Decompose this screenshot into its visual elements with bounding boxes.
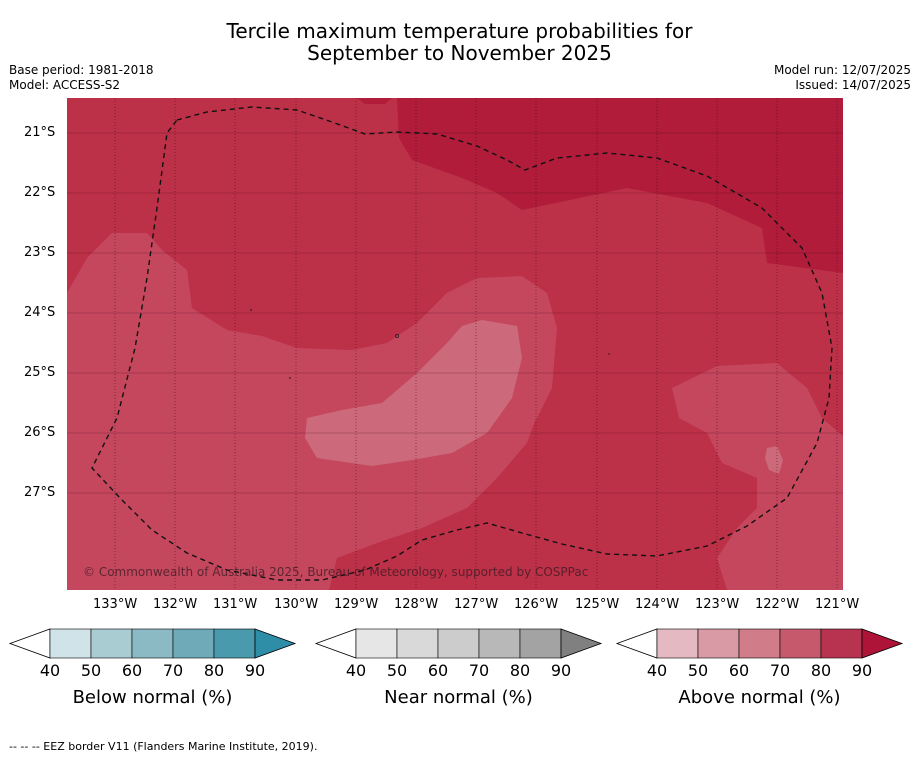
lon-label: 127°W <box>454 597 499 612</box>
colorbar-max-arrow <box>861 628 904 659</box>
legends: 40 50 60 70 80 90 Below normal (%) 40 50 60 70 80 90… <box>8 628 904 708</box>
lon-label: 123°W <box>695 597 740 612</box>
lon-label: 130°W <box>274 597 319 612</box>
colorbar-tick-label: 60 <box>729 661 749 680</box>
colorbar-segment <box>820 628 863 659</box>
region-above-60-70-east-small <box>765 446 783 474</box>
colorbar-tick-label: 70 <box>163 661 183 680</box>
lat-label: 26°S <box>24 425 56 440</box>
model-name: Model: ACCESS-S2 <box>9 78 121 92</box>
title-line2: September to November 2025 <box>307 41 612 65</box>
model-run: Model run: 12/07/2025 <box>773 63 911 77</box>
region-above-80-90-small <box>357 98 392 104</box>
region-above-80-90 <box>397 98 843 273</box>
colorbar-tick-label: 50 <box>387 661 407 680</box>
lat-label: 23°S <box>24 245 56 260</box>
lat-label: 24°S <box>24 305 56 320</box>
colorbar-max-arrow <box>254 628 297 659</box>
colorbar-segment <box>437 628 480 659</box>
colorbar-segment <box>478 628 521 659</box>
colorbar-segment <box>519 628 562 659</box>
island-marker <box>608 353 610 355</box>
eez-footnote: -- -- -- EEZ border V11 (Flanders Marine… <box>9 740 318 753</box>
colorbar-tick-label: 90 <box>245 661 265 680</box>
colorbar-segment <box>90 628 133 659</box>
colorbar-segment <box>396 628 439 659</box>
colorbar-tick-label: 60 <box>122 661 142 680</box>
colorbar-tick-label: 40 <box>647 661 667 680</box>
island-marker <box>394 333 399 338</box>
lon-label: 128°W <box>394 597 439 612</box>
colorbar-segment <box>656 628 699 659</box>
colorbar-legend-0: 40 50 60 70 80 90 Below normal (%) <box>8 628 297 708</box>
colorbar-legend-1: 40 50 60 70 80 90 Near normal (%) <box>314 628 603 708</box>
colorbar-title: Above normal (%) <box>678 687 840 708</box>
colorbar-tick-label: 80 <box>510 661 530 680</box>
region-above-70-80-east <box>672 363 843 590</box>
colorbar-tick-label: 80 <box>204 661 224 680</box>
colorbar-tick-label: 80 <box>811 661 831 680</box>
grid-lines <box>67 132 843 494</box>
lon-label: 129°W <box>334 597 379 612</box>
lat-label: 27°S <box>24 485 56 500</box>
colorbar-segment <box>779 628 822 659</box>
colorbar-segment <box>355 628 398 659</box>
lon-label: 131°W <box>213 597 258 612</box>
colorbar-segment <box>172 628 215 659</box>
colorbar-tick-label: 70 <box>770 661 790 680</box>
colorbar-title: Near normal (%) <box>384 687 533 708</box>
colorbar-min-arrow <box>615 628 658 659</box>
colorbar-tick-label: 40 <box>40 661 60 680</box>
colorbar-segment <box>131 628 174 659</box>
colorbar-legend-2: 40 50 60 70 80 90 Above normal (%) <box>615 628 904 708</box>
lat-label: 21°S <box>24 125 56 140</box>
meridian-lines <box>114 98 838 590</box>
title-line1: Tercile maximum temperature probabilitie… <box>226 19 693 43</box>
colorbar-tick-label: 70 <box>469 661 489 680</box>
colorbar-tick-label: 90 <box>852 661 872 680</box>
lon-label: 122°W <box>755 597 800 612</box>
lat-label: 22°S <box>24 185 56 200</box>
colorbar-tick-label: 50 <box>688 661 708 680</box>
colorbar-min-arrow <box>314 628 357 659</box>
lon-label: 124°W <box>635 597 680 612</box>
colorbar-tick-label: 40 <box>346 661 366 680</box>
copyright-text: © Commonwealth of Australia 2025, Bureau… <box>83 565 588 579</box>
lat-label: 25°S <box>24 365 56 380</box>
base-period: Base period: 1981-2018 <box>9 63 154 77</box>
island-marker <box>289 377 291 379</box>
colorbar-min-arrow <box>8 628 51 659</box>
colorbar-title: Below normal (%) <box>73 687 233 708</box>
colorbar-segment <box>213 628 256 659</box>
colorbar-segment <box>738 628 781 659</box>
colorbar-tick-label: 50 <box>81 661 101 680</box>
lon-label: 132°W <box>153 597 198 612</box>
lon-label: 133°W <box>93 597 138 612</box>
issued-date: Issued: 14/07/2025 <box>795 78 911 92</box>
colorbar-tick-label: 60 <box>428 661 448 680</box>
eez-border <box>91 106 833 581</box>
colorbar-segment <box>49 628 92 659</box>
lon-label: 121°W <box>815 597 860 612</box>
island-marker <box>250 309 252 311</box>
colorbar-segment <box>697 628 740 659</box>
region-above-60-70-center <box>305 320 522 466</box>
lon-label: 126°W <box>514 597 559 612</box>
probability-map: © Commonwealth of Australia 2025, Bureau… <box>67 98 843 590</box>
colorbar-max-arrow <box>560 628 603 659</box>
lon-label: 125°W <box>575 597 620 612</box>
colorbar-tick-label: 90 <box>551 661 571 680</box>
